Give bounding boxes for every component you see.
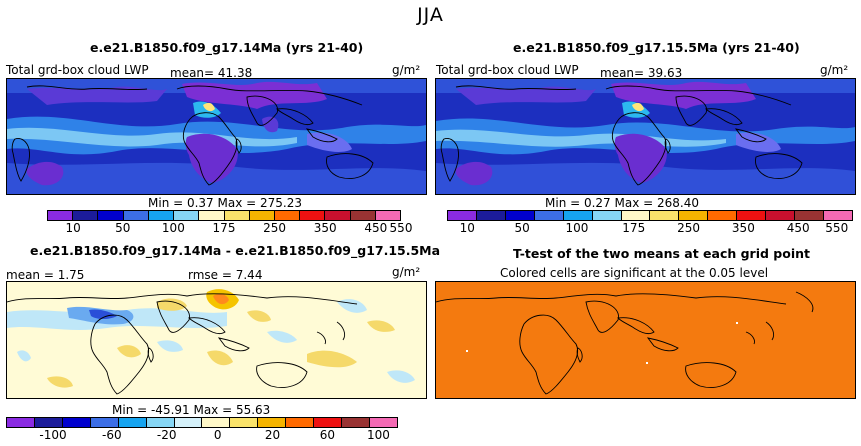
panel1-mean-label: mean= 41.38 (170, 66, 253, 80)
panel1-tick: 250 (263, 221, 287, 235)
panel1-tick: 175 (212, 221, 236, 235)
panel2-tick: 550 (825, 221, 849, 235)
panel2-title: e.e21.B1850.f09_g17.15.5Ma (yrs 21-40) (513, 40, 800, 55)
panel3-colorbar: -100 -60 -20 0 20 60 100 (6, 417, 398, 442)
panel3-colorbar-ticks: -100 -60 -20 0 20 60 100 (6, 428, 398, 442)
panel3-minmax: Min = -45.91 Max = 55.63 (112, 403, 271, 417)
panel4-subtitle: Colored cells are significant at the 0.0… (500, 266, 769, 280)
panel2-colorbar-swatches (447, 210, 853, 221)
panel1-map (6, 78, 427, 195)
panel2-variable-label: Total grd-box cloud LWP (436, 63, 579, 77)
panel1-tick: 550 (389, 221, 413, 235)
panel1-colorbar-ticks: 10 50 100 175 250 350 450 550 (47, 221, 413, 235)
panel1-variable-label: Total grd-box cloud LWP (6, 63, 149, 77)
panel3-rmse-label: rmse = 7.44 (188, 268, 263, 282)
panel3-tick: -20 (156, 428, 177, 442)
panel1-units: g/m² (392, 63, 421, 77)
panel3-tick: 60 (319, 428, 336, 442)
panel4-title: T-test of the two means at each grid poi… (513, 246, 810, 261)
panel1-title: e.e21.B1850.f09_g17.14Ma (yrs 21-40) (90, 40, 364, 55)
panel3-mean-label: mean = 1.75 (6, 268, 85, 282)
panel3-colorbar-swatches (6, 417, 398, 428)
panel1-colorbar-swatches (47, 210, 401, 221)
panel3-units: g/m² (392, 265, 421, 279)
panel1-tick: 350 (313, 221, 337, 235)
panel2-map (435, 78, 856, 195)
panel2-tick: 50 (514, 221, 530, 235)
panel2-tick: 250 (677, 221, 701, 235)
panel3-tick: -60 (102, 428, 122, 442)
panel2-tick: 450 (786, 221, 810, 235)
panel1-tick: 50 (115, 221, 131, 235)
panel3-tick: -100 (39, 428, 67, 442)
panel2-mean-label: mean= 39.63 (600, 66, 683, 80)
panel2-tick: 10 (459, 221, 475, 235)
panel3-tick: 0 (213, 428, 222, 442)
panel3-tick: 100 (366, 428, 390, 442)
figure-title: JJA (417, 4, 444, 26)
panel2-tick: 350 (731, 221, 755, 235)
panel3-map (6, 281, 427, 399)
panel1-minmax: Min = 0.37 Max = 275.23 (148, 196, 302, 210)
panel1-tick: 450 (364, 221, 388, 235)
panel1-tick: 10 (65, 221, 81, 235)
panel1-tick: 100 (161, 221, 185, 235)
panel2-tick: 100 (565, 221, 589, 235)
panel3-tick: 20 (264, 428, 281, 442)
panel2-tick: 175 (622, 221, 646, 235)
panel4-map (435, 281, 856, 399)
panel3-title: e.e21.B1850.f09_g17.14Ma - e.e21.B1850.f… (30, 243, 441, 258)
panel1-colorbar: 10 50 100 175 250 350 450 550 (47, 210, 413, 235)
panel2-colorbar: 10 50 100 175 250 350 450 550 (447, 210, 853, 235)
panel2-minmax: Min = 0.27 Max = 268.40 (545, 196, 699, 210)
panel2-colorbar-ticks: 10 50 100 175 250 350 450 550 (447, 221, 853, 235)
panel2-units: g/m² (820, 63, 849, 77)
